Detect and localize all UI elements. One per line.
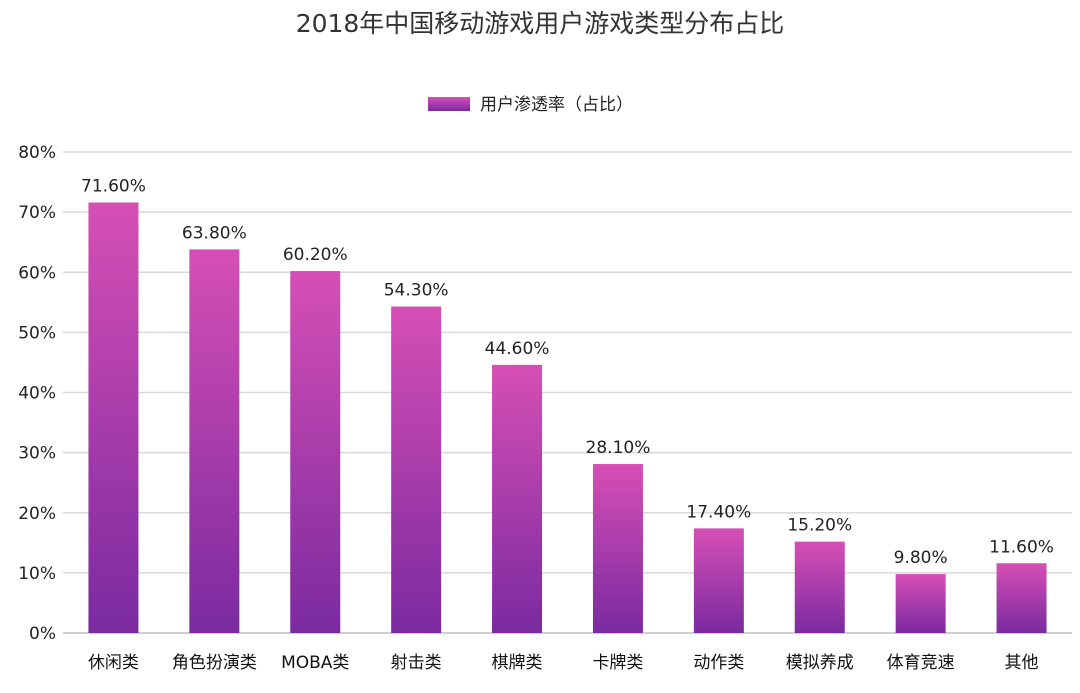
value-label: 71.60% <box>81 177 146 197</box>
bar <box>895 574 946 633</box>
bar <box>391 306 442 633</box>
y-tick-label: 60% <box>18 263 56 283</box>
bar <box>492 364 543 633</box>
value-label: 9.80% <box>894 548 948 568</box>
category-label: 角色扮演类 <box>172 653 257 673</box>
bar <box>996 563 1047 633</box>
category-label: 卡牌类 <box>592 653 643 673</box>
bar <box>88 202 139 633</box>
value-label: 54.30% <box>384 281 449 301</box>
value-label: 11.60% <box>989 537 1054 557</box>
value-labels: 71.60% 63.80% 60.20% 54.30% 44.60% 28.10% 17.4… <box>81 177 1054 569</box>
y-tick-label: 50% <box>18 323 56 343</box>
value-label: 60.20% <box>283 245 348 265</box>
y-axis-ticks: 0% 10% 20% 30% 40% 50% 60% 70% 80% <box>18 143 56 644</box>
bar <box>693 528 744 633</box>
category-label: 休闲类 <box>88 653 139 673</box>
value-label: 15.20% <box>787 516 852 536</box>
y-tick-label: 10% <box>18 564 56 584</box>
value-label: 28.10% <box>586 438 651 458</box>
category-label: 模拟养成 <box>786 653 854 673</box>
y-tick-label: 0% <box>29 624 56 644</box>
y-tick-label: 80% <box>18 143 56 163</box>
category-label: 体育竞速 <box>887 653 955 673</box>
bar <box>290 271 341 633</box>
bars <box>88 202 1047 633</box>
bar <box>592 464 643 633</box>
x-axis-labels: 休闲类 角色扮演类 MOBA类 射击类 棋牌类 卡牌类 动作类 模拟养成 体育竞速 其他 <box>88 653 1039 673</box>
category-label: 动作类 <box>693 653 744 673</box>
bar <box>189 249 240 633</box>
y-tick-label: 30% <box>18 444 56 464</box>
value-label: 63.80% <box>182 223 247 243</box>
legend-swatch <box>428 97 470 111</box>
legend-label: 用户渗透率（占比） <box>480 95 633 115</box>
bar <box>794 541 845 633</box>
category-label: 棋牌类 <box>492 653 543 673</box>
y-tick-label: 40% <box>18 384 56 404</box>
chart-title: 2018年中国移动游戏用户游戏类型分布占比 <box>296 9 785 38</box>
category-label: MOBA类 <box>281 653 349 673</box>
y-tick-label: 20% <box>18 504 56 524</box>
legend: 用户渗透率（占比） <box>428 95 633 115</box>
value-label: 44.60% <box>485 339 550 359</box>
y-tick-label: 70% <box>18 203 56 223</box>
category-label: 其他 <box>1005 653 1039 673</box>
value-label: 17.40% <box>686 502 751 522</box>
category-label: 射击类 <box>391 653 442 673</box>
